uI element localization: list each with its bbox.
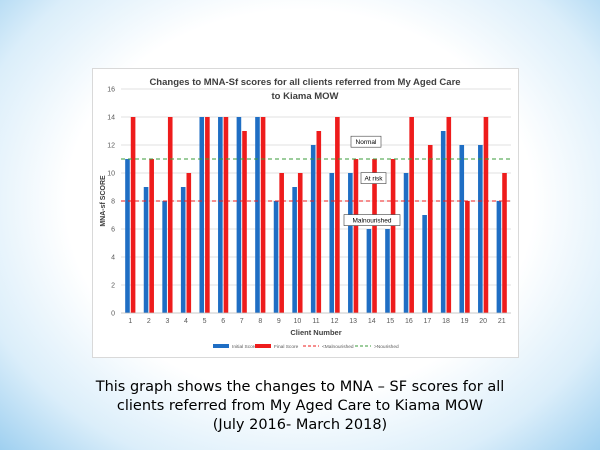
legend-nourished-label: >Nourished (374, 344, 399, 350)
chart-title-line-2: to Kiama MOW (271, 91, 338, 102)
caption: This graph shows the changes to MNA – SF… (60, 378, 540, 435)
y-axis-label: MNA-sf SCORE (100, 175, 107, 227)
y-tick-label: 8 (111, 199, 115, 206)
final-score-bar-1 (130, 117, 136, 313)
x-tick-label: 11 (312, 318, 319, 325)
mna-bar-chart: Changes to MNA-Sf scores for all clients… (100, 77, 511, 350)
initial-score-bar-5 (199, 117, 205, 313)
annotation-box-normal (350, 135, 382, 148)
x-tick-label: 18 (442, 318, 450, 325)
initial-score-bar-21 (496, 201, 502, 313)
annotation-box-malnourished (343, 214, 401, 226)
x-tick-label: 6 (221, 318, 225, 325)
legend-initial-score-swatch (213, 344, 229, 348)
x-tick-label: 12 (331, 318, 339, 325)
x-tick-label: 2 (147, 318, 151, 325)
initial-score-bar-18 (440, 131, 446, 313)
chart-panel: Changes to MNA-Sf scores for all clients… (92, 68, 519, 358)
annotation-malnourished: Malnourished (352, 218, 391, 225)
final-score-bar-21 (502, 173, 507, 313)
legend-malnourished-label: <Malnourished (322, 344, 354, 350)
y-tick-label: 2 (111, 283, 115, 290)
y-tick-label: 4 (111, 255, 115, 262)
final-score-bar-9 (279, 173, 284, 313)
initial-score-bar-19 (459, 145, 465, 313)
final-score-bar-13 (353, 159, 359, 313)
final-score-bar-17 (427, 145, 433, 313)
x-tick-label: 19 (461, 318, 469, 325)
initial-score-bar-8 (255, 117, 260, 313)
initial-score-bar-1 (125, 159, 130, 313)
legend-initial-score-label: Initial Score (232, 344, 257, 350)
initial-score-bar-16 (403, 173, 409, 313)
y-tick-label: 14 (107, 115, 115, 122)
initial-score-bar-2 (143, 187, 149, 313)
final-score-bar-16 (409, 117, 414, 313)
x-tick-label: 10 (294, 318, 302, 325)
initial-score-bar-20 (478, 145, 483, 313)
initial-score-bar-15 (385, 229, 390, 313)
x-tick-label: 8 (258, 318, 262, 325)
final-score-bar-5 (205, 117, 210, 313)
initial-score-bar-12 (329, 173, 335, 313)
final-score-bar-18 (446, 117, 452, 313)
final-score-bar-14 (372, 159, 377, 313)
final-score-bar-15 (390, 159, 396, 313)
x-tick-label: 5 (203, 318, 207, 325)
final-score-bar-8 (260, 117, 266, 313)
x-tick-label: 14 (368, 318, 376, 325)
y-tick-label: 6 (111, 227, 115, 234)
x-tick-label: 15 (386, 318, 394, 325)
x-tick-label: 20 (479, 318, 487, 325)
chart-title-line-1: Changes to MNA-Sf scores for all clients… (149, 77, 460, 88)
x-tick-label: 9 (277, 318, 281, 325)
x-tick-label: 16 (405, 318, 413, 325)
initial-score-bar-11 (310, 145, 316, 313)
final-score-bar-3 (167, 117, 173, 313)
x-tick-label: 13 (349, 318, 357, 325)
initial-score-bar-7 (236, 117, 242, 313)
annotation-normal: Normal (356, 139, 378, 146)
final-score-bar-20 (483, 117, 489, 313)
initial-score-bar-17 (422, 215, 427, 313)
final-score-bar-12 (335, 117, 340, 313)
x-tick-label: 21 (498, 318, 506, 325)
y-tick-label: 16 (107, 87, 115, 94)
final-score-bar-7 (242, 131, 247, 313)
x-tick-label: 17 (424, 318, 432, 325)
y-tick-label: 12 (107, 143, 115, 150)
final-score-bar-4 (186, 173, 192, 313)
y-tick-label: 10 (107, 171, 115, 178)
final-score-bar-19 (465, 201, 470, 313)
final-score-bar-11 (316, 131, 322, 313)
x-tick-label: 3 (165, 318, 169, 325)
caption-line-2: clients referred from My Aged Care to Ki… (116, 398, 484, 414)
final-score-bar-6 (223, 117, 229, 313)
final-score-bar-2 (149, 159, 154, 313)
x-tick-label: 7 (240, 318, 244, 325)
x-axis-label: Client Number (290, 328, 341, 337)
legend-final-score-swatch (255, 344, 271, 348)
final-score-bar-10 (297, 173, 303, 313)
initial-score-bar-10 (292, 187, 297, 313)
annotation-box-at-risk (360, 172, 387, 184)
initial-score-bar-4 (180, 187, 186, 313)
initial-score-bar-6 (218, 117, 223, 313)
initial-score-bar-13 (348, 173, 353, 313)
x-tick-label: 4 (184, 318, 188, 325)
annotation-at-risk: At risk (364, 176, 383, 183)
initial-score-bar-9 (273, 201, 279, 313)
x-tick-label: 1 (128, 318, 132, 325)
y-tick-label: 0 (111, 311, 115, 318)
legend-final-score-label: Final Score (274, 344, 299, 350)
initial-score-bar-3 (162, 201, 167, 313)
caption-line-1: This graph shows the changes to MNA – SF… (95, 379, 505, 395)
caption-line-3: (July 2016- March 2018) (212, 417, 388, 433)
initial-score-bar-14 (366, 229, 372, 313)
